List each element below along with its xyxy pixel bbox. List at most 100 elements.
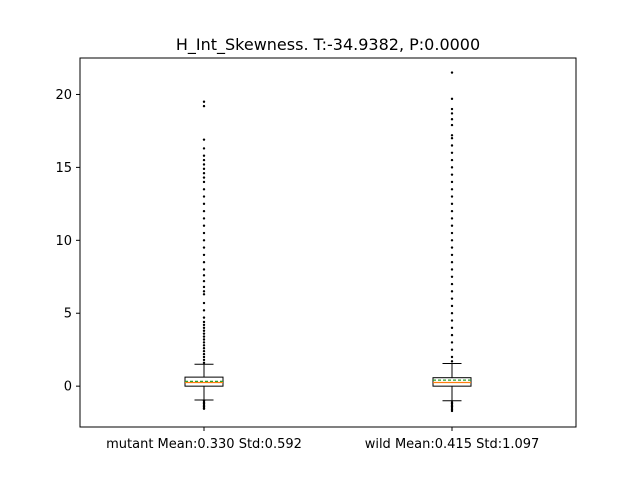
outlier-point: [202, 172, 206, 175]
outlier-point: [450, 118, 454, 121]
x-tick-label: wild Mean:0.415 Std:1.097: [365, 437, 540, 452]
outlier-point: [450, 158, 454, 162]
outlier-point: [450, 268, 454, 271]
y-tick-label: 15: [55, 161, 72, 176]
outlier-point: [202, 224, 206, 227]
outlier-point: [450, 246, 454, 249]
outlier-point: [202, 332, 206, 335]
outlier-point: [202, 358, 206, 362]
outlier-point: [202, 316, 206, 319]
outlier-point: [450, 409, 454, 413]
outlier-point: [202, 301, 206, 305]
outlier-point: [202, 246, 206, 249]
outlier-point: [202, 349, 206, 353]
outlier-point: [202, 341, 206, 344]
axes-frame: [79, 57, 577, 428]
outlier-point: [450, 260, 454, 264]
outlier-point: [202, 195, 206, 198]
outlier-point: [202, 352, 206, 356]
outlier-point: [202, 202, 206, 206]
outlier-point: [202, 158, 206, 162]
outlier-point: [202, 323, 206, 327]
outlier-point: [202, 326, 206, 330]
outlier-point: [450, 326, 454, 330]
outlier-point: [202, 147, 206, 150]
outlier-point: [202, 100, 206, 103]
outlier-point: [450, 202, 454, 206]
outlier-point: [202, 290, 206, 293]
outlier-point: [202, 231, 206, 235]
outlier-point: [202, 167, 206, 171]
box-series-1: mutant Mean:0.330 Std:0.592: [106, 100, 302, 452]
outlier-point: [450, 166, 454, 169]
y-tick-label: 20: [55, 88, 72, 103]
outlier-point: [450, 231, 454, 235]
outlier-point: [450, 355, 454, 359]
outlier-point: [450, 239, 454, 242]
outlier-point: [202, 407, 206, 410]
outlier-point: [202, 274, 206, 277]
outlier-point: [450, 224, 454, 227]
outlier-point: [202, 239, 206, 242]
outlier-point: [202, 217, 206, 220]
outlier-point: [202, 279, 206, 283]
outlier-point: [450, 209, 454, 213]
outlier-point: [202, 209, 206, 213]
outlier-point: [202, 320, 206, 324]
outlier-point: [450, 217, 454, 220]
outlier-point: [450, 112, 454, 115]
outlier-point: [450, 123, 454, 127]
outlier-point: [450, 290, 454, 293]
y-tick-label: 10: [55, 234, 72, 249]
outlier-point: [202, 104, 206, 108]
outlier-point: [202, 329, 206, 332]
outlier-point: [450, 297, 454, 300]
y-tick-label: 0: [64, 380, 72, 395]
outlier-point: [450, 282, 454, 286]
outlier-point: [450, 97, 454, 101]
outlier-point: [202, 293, 206, 296]
outlier-point: [450, 180, 454, 184]
outlier-point: [450, 360, 454, 363]
outlier-point: [450, 107, 454, 111]
plot-area: 0 5 10 15 20 mutant Mean:0.330 Std:0.592 wild …: [55, 57, 577, 452]
outlier-point: [202, 138, 206, 141]
outlier-point: [450, 312, 454, 315]
outlier-point: [450, 253, 454, 257]
outlier-point: [450, 151, 454, 155]
chart-title: H_Int_Skewness. T:-34.9382, P:0.0000: [176, 35, 480, 55]
outlier-point: [202, 260, 206, 264]
y-tick-label: 5: [64, 307, 72, 322]
outlier-point: [450, 188, 454, 191]
outlier-point: [202, 268, 206, 271]
outlier-point: [202, 335, 206, 338]
outlier-point: [202, 163, 206, 166]
outlier-point: [450, 144, 454, 147]
outlier-point: [450, 195, 454, 198]
outlier-point: [202, 361, 206, 365]
outlier-point: [202, 180, 206, 184]
outlier-point: [202, 338, 206, 341]
outlier-point: [202, 347, 206, 350]
outlier-point: [450, 71, 454, 74]
outlier-point: [202, 344, 206, 347]
outlier-point: [450, 333, 454, 337]
outlier-point: [450, 348, 454, 351]
outlier-point: [450, 134, 454, 137]
outlier-point: [202, 176, 206, 179]
outlier-point: [202, 188, 206, 191]
outlier-point: [450, 304, 454, 308]
outlier-point: [450, 319, 454, 322]
x-tick-label: mutant Mean:0.330 Std:0.592: [106, 437, 302, 452]
outlier-point: [202, 309, 206, 312]
outlier-point: [202, 154, 206, 157]
outlier-point: [450, 137, 454, 140]
outlier-point: [202, 355, 206, 359]
outlier-point: [202, 285, 206, 289]
outlier-point: [202, 253, 206, 257]
outlier-point: [450, 341, 454, 344]
outlier-point: [450, 173, 454, 176]
outlier-point: [450, 275, 454, 278]
box-series-2: wild Mean:0.415 Std:1.097: [365, 71, 540, 452]
